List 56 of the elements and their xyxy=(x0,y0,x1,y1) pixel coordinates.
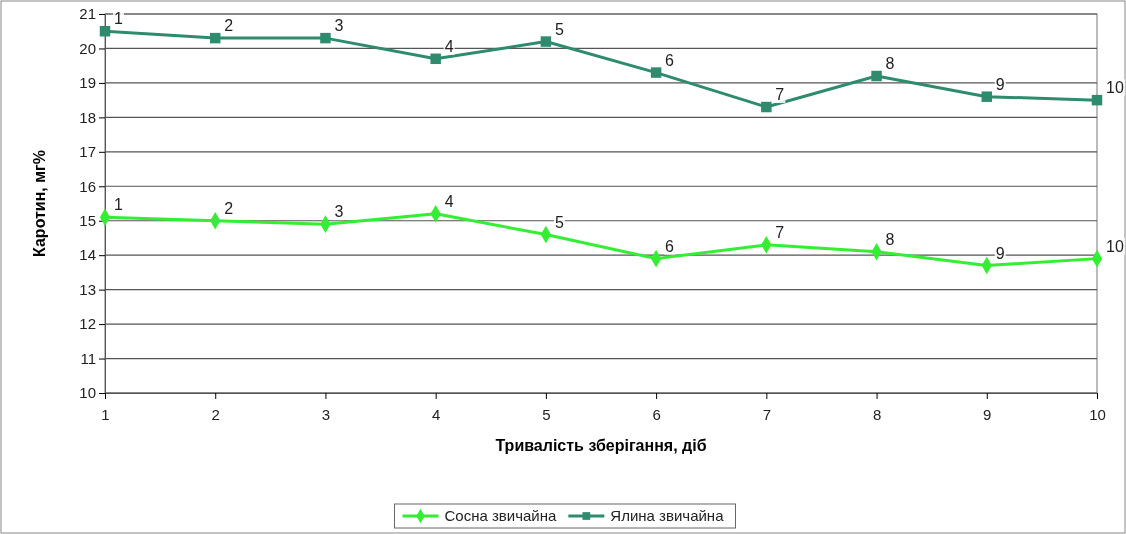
x-tick-label: 3 xyxy=(321,406,331,423)
y-tick-label: 17 xyxy=(79,143,96,161)
point xyxy=(650,67,662,78)
y-tick-label: 13 xyxy=(79,280,96,298)
x-tick-label: 2 xyxy=(211,406,220,423)
x-tick-label: 5 xyxy=(542,406,551,423)
annotation: 6 xyxy=(665,51,675,69)
x-tick-label: 1 xyxy=(101,406,110,423)
x-tick-label: 4 xyxy=(431,406,441,423)
annotation: 4 xyxy=(444,192,454,210)
annotation: 9 xyxy=(995,75,1005,93)
annotation: 7 xyxy=(775,86,785,104)
annotation: 8 xyxy=(885,230,895,248)
annotation: 3 xyxy=(334,17,344,35)
x-tick-label: 8 xyxy=(872,406,882,423)
annotation: 4 xyxy=(444,37,454,55)
annotation: 9 xyxy=(995,244,1005,262)
point xyxy=(209,32,221,44)
x-tick-label: 6 xyxy=(652,406,661,423)
x-axis-title: Тривалість зберігання, діб xyxy=(495,437,707,454)
x-tick-label: 10 xyxy=(1089,406,1106,423)
y-tick-label: 10 xyxy=(79,384,96,402)
annotation: 8 xyxy=(885,55,895,73)
point xyxy=(99,25,111,37)
annotation: 5 xyxy=(554,20,564,38)
y-tick-label: 11 xyxy=(80,349,96,367)
annotation: 10 xyxy=(1106,237,1124,255)
y-tick-label: 14 xyxy=(79,246,96,264)
y-tick-label: 18 xyxy=(79,108,96,126)
point xyxy=(981,91,993,102)
point xyxy=(871,70,882,82)
point xyxy=(430,53,441,65)
annotation: 6 xyxy=(665,237,675,255)
y-tick-label: 20 xyxy=(79,39,96,57)
y-axis-title: Каротин, мг% xyxy=(31,150,48,257)
point xyxy=(761,101,772,113)
annotation: 7 xyxy=(775,223,785,241)
y-tick-label: 16 xyxy=(79,177,96,195)
point xyxy=(1091,94,1103,106)
annotation: 5 xyxy=(554,213,564,231)
legend-label: Сосна звичайна xyxy=(444,507,558,524)
x-tick-label: 9 xyxy=(983,406,992,423)
annotation: 2 xyxy=(224,199,234,217)
y-tick-label: 15 xyxy=(79,212,96,230)
annotation: 1 xyxy=(114,196,123,214)
annotation: 10 xyxy=(1106,79,1124,97)
y-tick-label: 12 xyxy=(79,315,96,333)
point xyxy=(320,32,331,44)
y-tick-label: 21 xyxy=(79,5,96,23)
annotation: 2 xyxy=(224,17,234,35)
x-tick-label: 7 xyxy=(762,406,772,423)
y-tick-label: 19 xyxy=(79,74,96,92)
annotation: 1 xyxy=(114,10,123,28)
annotation: 3 xyxy=(334,203,344,221)
legend-label: Ялина звичайна xyxy=(610,507,725,524)
point xyxy=(540,36,552,47)
